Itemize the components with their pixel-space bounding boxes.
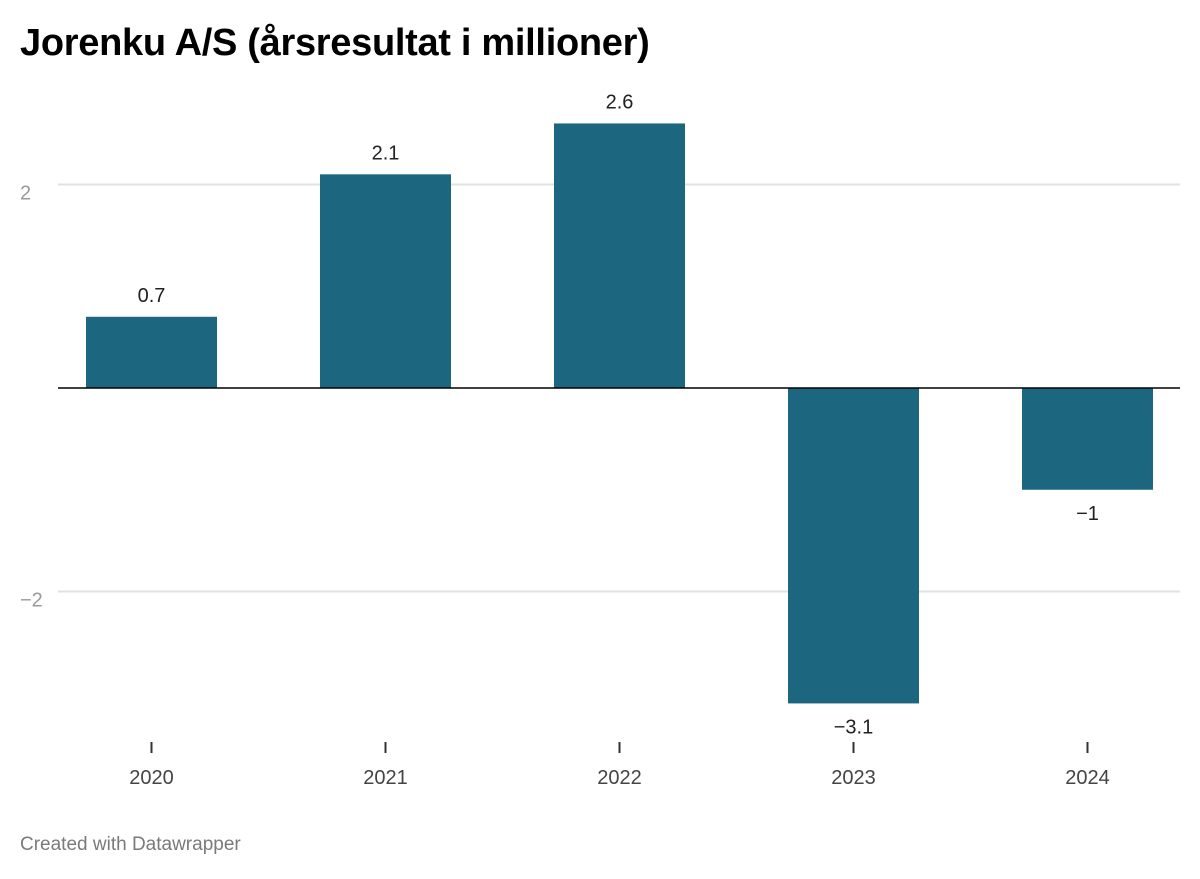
x-tick-label-2023: 2023: [831, 767, 876, 789]
x-tick-label-2020: 2020: [129, 767, 174, 789]
value-label-2023: −3.1: [834, 716, 873, 738]
bar-2020: [86, 316, 217, 388]
bar-2021: [320, 174, 451, 388]
x-tick-label-2021: 2021: [363, 767, 408, 789]
y-tick-label: −2: [20, 590, 43, 612]
y-tick-label: 2: [20, 183, 31, 205]
footer-credit: Created with Datawrapper: [20, 834, 241, 855]
bars-layer: [58, 123, 1180, 704]
value-label-2024: −1: [1076, 503, 1099, 525]
chart-title: Jorenku A/S (årsresultat i millioner): [20, 22, 650, 64]
x-axis: 2020 2021 2022 2023 2024: [129, 742, 1110, 789]
bar-2022: [554, 123, 685, 388]
value-label-2020: 0.7: [138, 285, 166, 307]
bar-2023: [788, 388, 919, 704]
value-label-2022: 2.6: [606, 91, 634, 113]
labels-layer: 0.7 2.1 2.6 −3.1 −1: [138, 91, 1099, 738]
bar-2024: [1022, 388, 1153, 490]
value-label-2021: 2.1: [372, 142, 400, 164]
x-tick-label-2024: 2024: [1065, 767, 1110, 789]
x-tick-label-2022: 2022: [597, 767, 642, 789]
